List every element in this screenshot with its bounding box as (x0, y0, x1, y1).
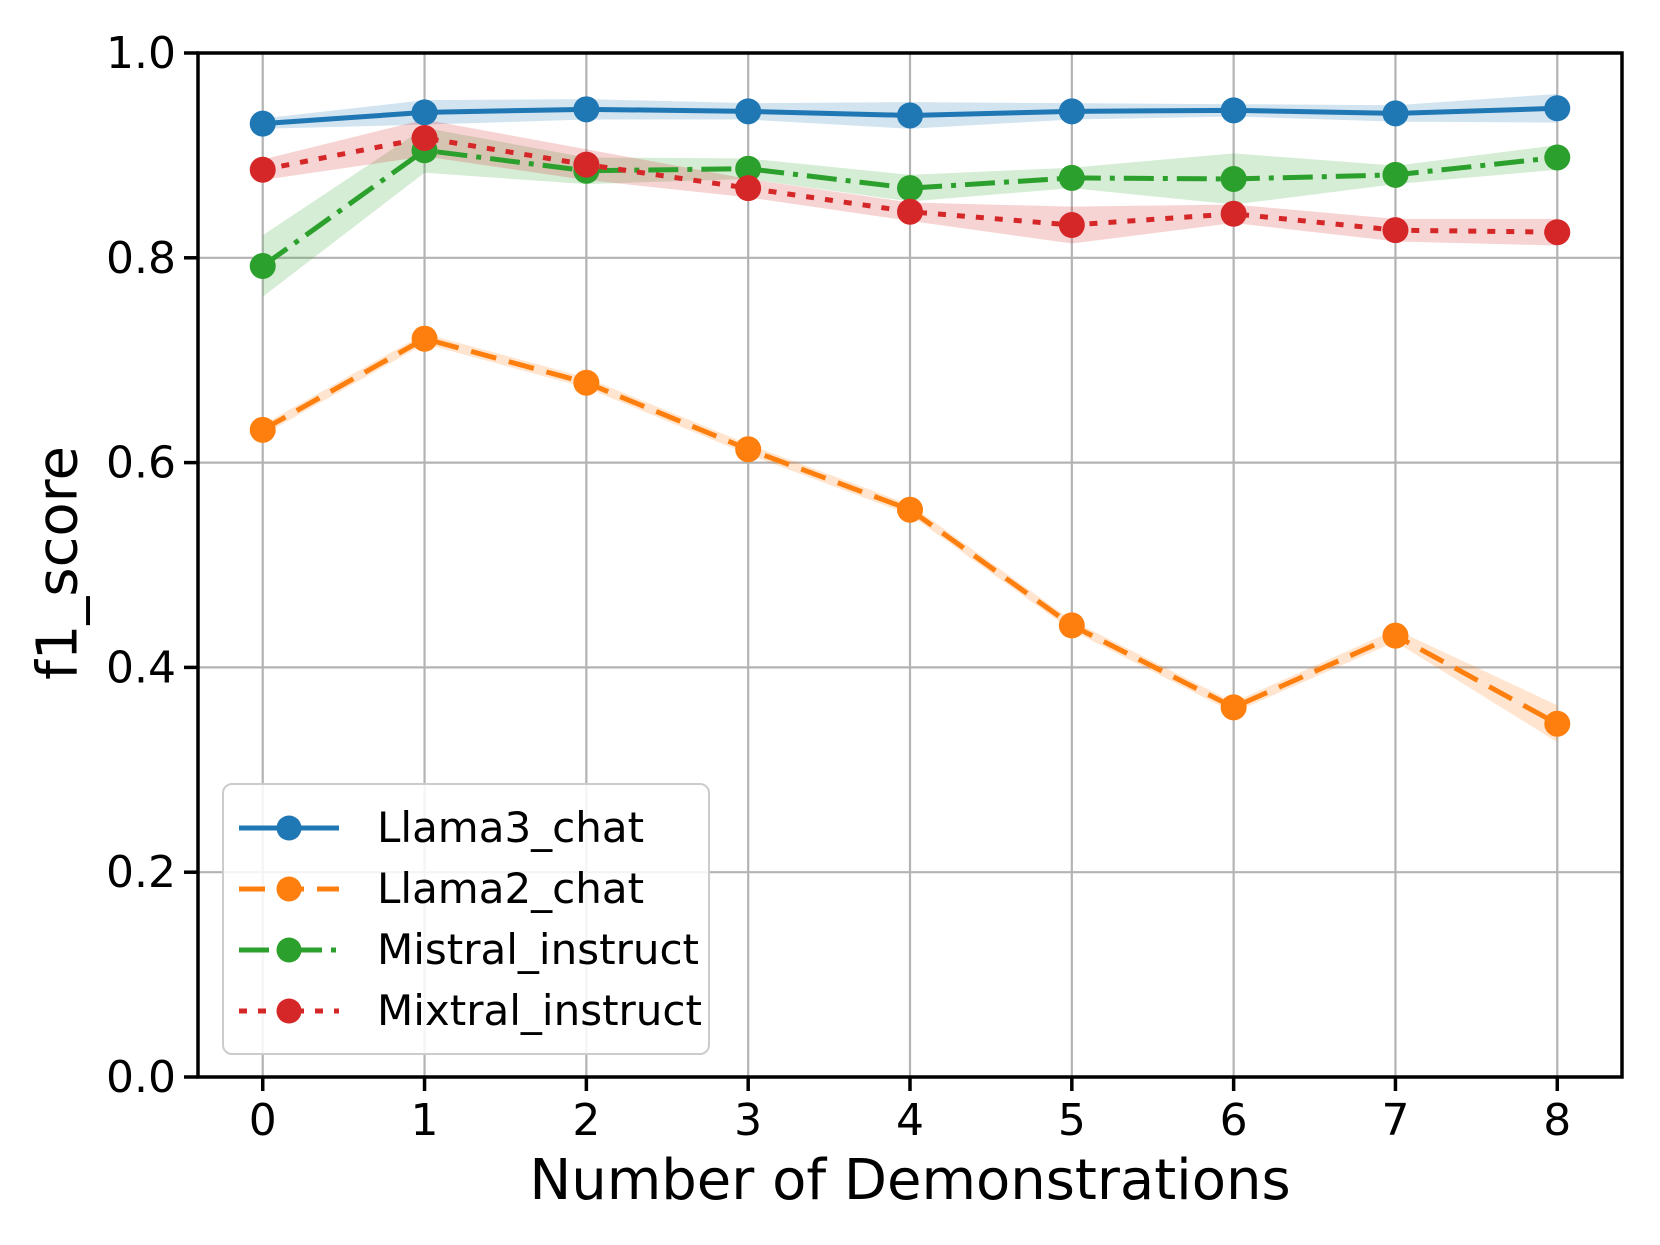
data-point-marker (1544, 219, 1571, 246)
legend-line-sample-icon (239, 998, 339, 1023)
series-markers-Llama3_chat (249, 95, 1571, 137)
data-point-marker (1544, 144, 1571, 171)
legend: Llama3_chat Llama2_chat Mistral_instruct… (222, 783, 710, 1055)
x-tick-labels: 0 1 2 3 4 5 6 7 8 (249, 1095, 1572, 1146)
data-point-marker (897, 496, 923, 523)
data-point-marker (249, 156, 276, 183)
y-tick-label: 0.0 (106, 1052, 176, 1103)
data-point-marker (1058, 98, 1085, 125)
x-tick-label: 7 (1381, 1095, 1409, 1146)
x-axis-title: Number of Demonstrations (529, 1148, 1291, 1213)
data-point-marker (735, 175, 762, 202)
y-tick-labels: 0.0 0.2 0.4 0.6 0.8 1.0 (106, 28, 176, 1103)
data-point-marker (1220, 694, 1247, 721)
data-point-marker (411, 124, 438, 151)
y-tick-label: 0.2 (106, 847, 176, 898)
data-point-marker (1220, 97, 1247, 124)
data-point-marker (1058, 164, 1085, 191)
data-point-marker (1544, 710, 1571, 737)
series-markers-Llama2_chat (249, 325, 1571, 737)
legend-item: Mistral_instruct (237, 924, 700, 974)
data-point-marker (735, 436, 762, 463)
data-point-marker (735, 155, 762, 182)
data-point-marker (1382, 622, 1409, 649)
x-tick-label: 5 (1058, 1095, 1086, 1146)
legend-line-sample-icon (239, 876, 339, 901)
series-line-Mistral_instruct (261, 147, 1558, 269)
legend-item: Llama3_chat (237, 802, 698, 852)
y-axis-title: f1_score (25, 446, 91, 680)
data-point-marker (573, 151, 600, 178)
x-tick-label: 6 (1220, 1095, 1248, 1146)
data-point-marker (411, 99, 438, 126)
legend-line-sample-icon (239, 815, 339, 840)
series-line-Mixtral_instruct (262, 135, 1558, 235)
legend-label: Mixtral_instruct (377, 985, 702, 1035)
data-point-marker (897, 198, 923, 225)
data-point-marker (897, 102, 923, 129)
y-tick-label: 1.0 (106, 28, 176, 79)
x-tick-label: 3 (734, 1095, 762, 1146)
data-point-marker (1220, 165, 1247, 192)
data-point-marker (897, 175, 923, 202)
data-point-marker (249, 110, 276, 137)
x-tick-label: 0 (249, 1095, 277, 1146)
x-tick-label: 1 (411, 1095, 439, 1146)
series-markers-Mistral_instruct (249, 137, 1571, 279)
y-tick-label: 0.8 (106, 233, 176, 284)
data-point-marker (1220, 200, 1247, 227)
legend-label: Mistral_instruct (377, 924, 700, 974)
series-markers-Mixtral_instruct (249, 124, 1571, 246)
y-tick-label: 0.6 (106, 438, 176, 489)
legend-item: Mixtral_instruct (237, 989, 702, 1032)
y-tick-label: 0.4 (106, 642, 176, 693)
legend-item: Llama2_chat (237, 863, 698, 913)
data-point-marker (1058, 612, 1085, 639)
legend-line-sample-icon (239, 937, 339, 962)
data-point-marker (249, 252, 276, 279)
data-point-marker (735, 98, 762, 125)
data-point-marker (1058, 212, 1085, 239)
x-tick-label: 4 (896, 1095, 924, 1146)
data-point-marker (249, 416, 276, 443)
data-point-marker (573, 96, 600, 123)
data-point-marker (573, 369, 600, 396)
legend-label: Llama3_chat (377, 802, 645, 852)
series-line-Llama2_chat (261, 336, 1559, 726)
x-tick-label: 8 (1543, 1095, 1571, 1146)
data-point-marker (411, 325, 438, 352)
legend-label: Llama2_chat (377, 863, 645, 913)
data-point-marker (1382, 100, 1409, 127)
tick-marks (184, 51, 1560, 1091)
x-tick-label: 2 (572, 1095, 600, 1146)
data-point-marker (1382, 161, 1409, 188)
data-point-marker (1382, 217, 1409, 244)
data-point-marker (1544, 95, 1571, 122)
